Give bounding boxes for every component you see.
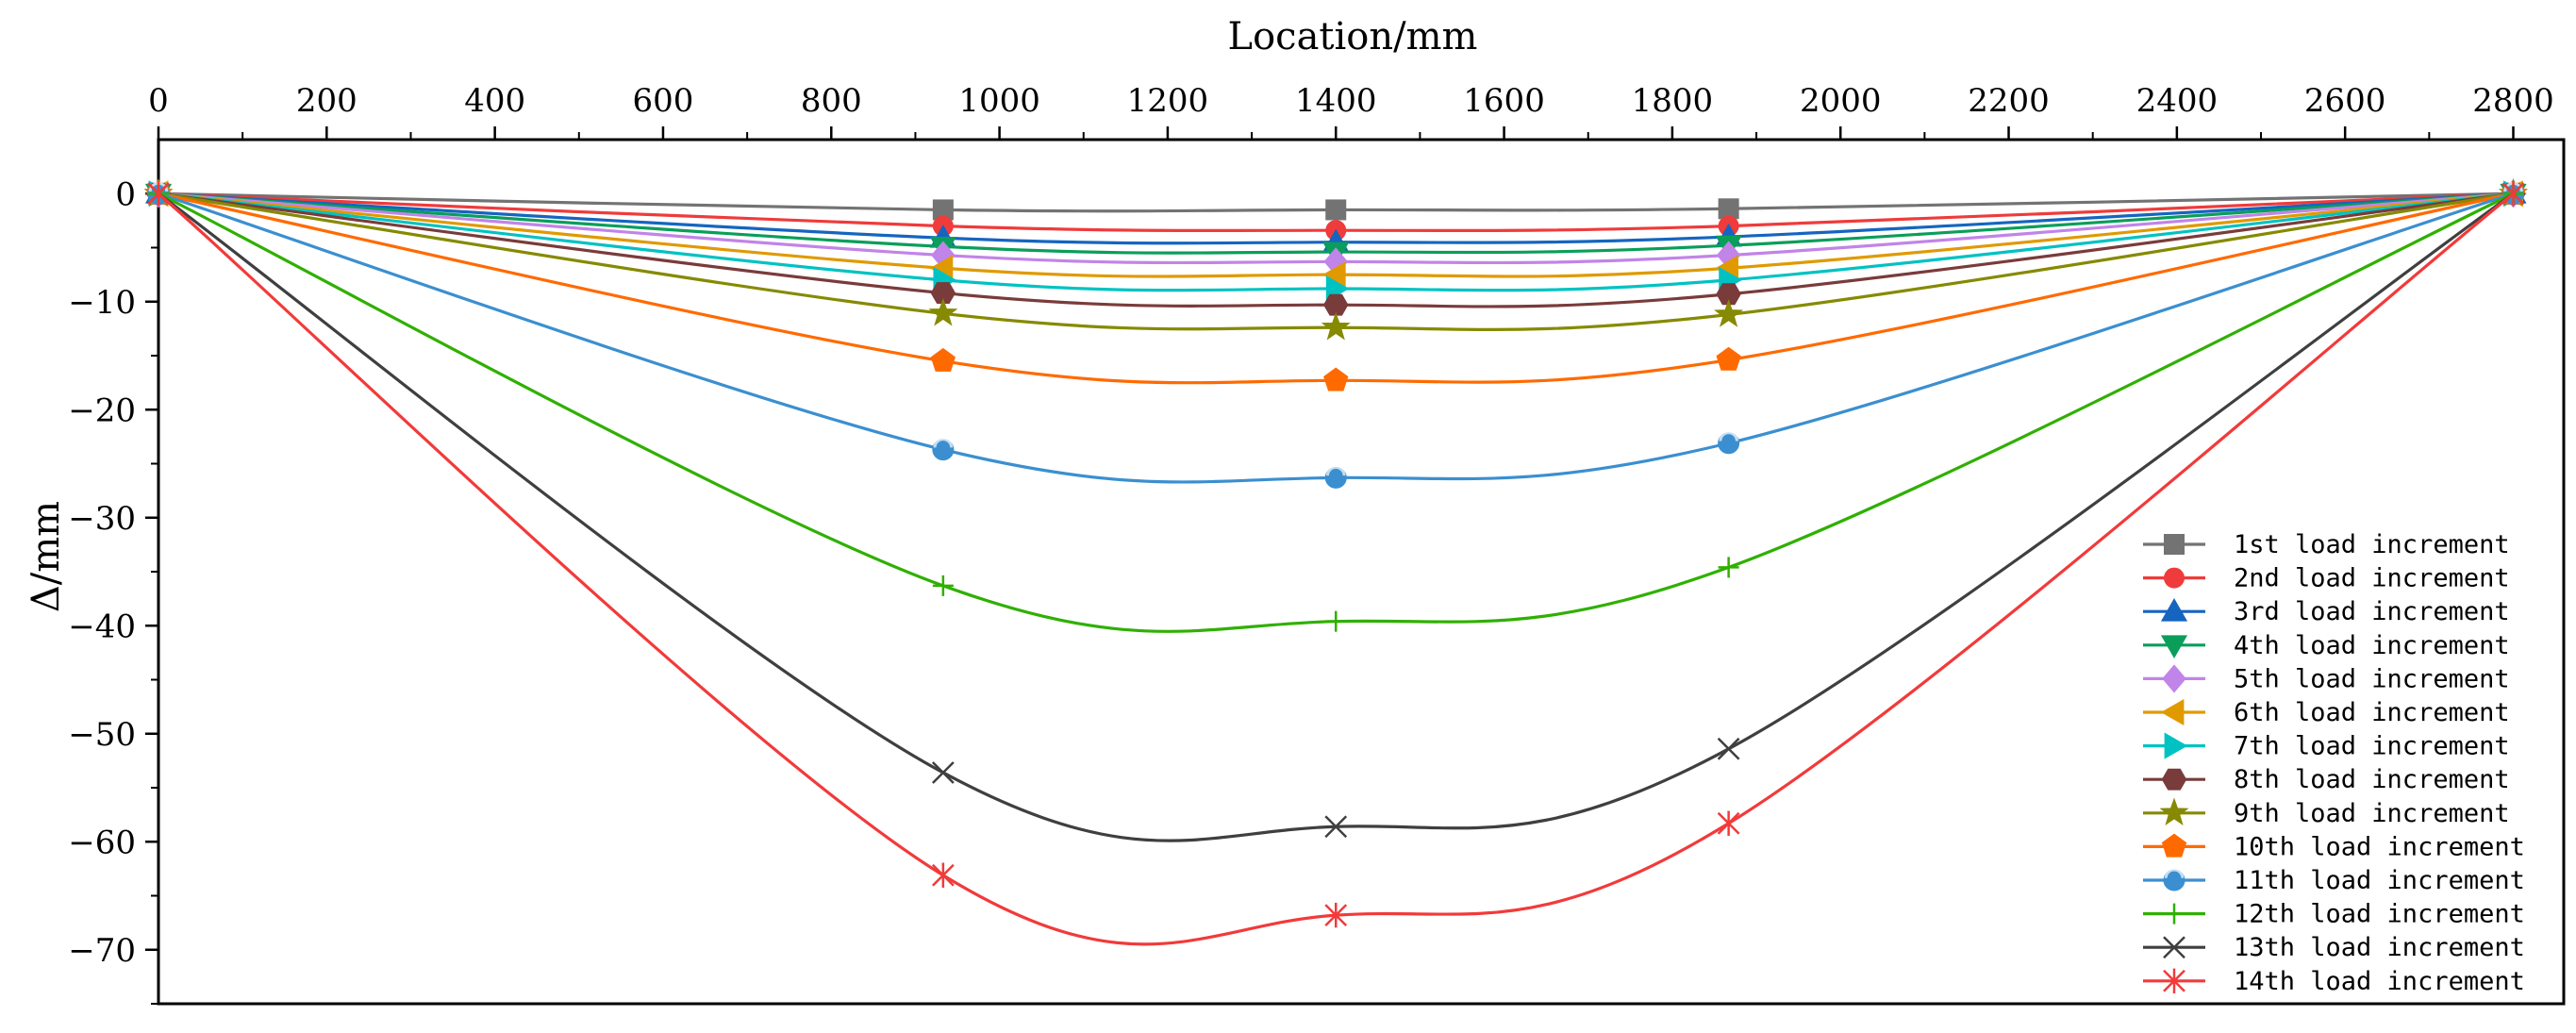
data-point [1718,431,1740,455]
legend-label: 7th load increment [2234,732,2510,761]
legend-marker [2161,768,2187,791]
data-point [1718,557,1739,578]
legend-item: 9th load increment [2143,797,2510,828]
data-point [932,199,954,221]
legend-item: 10th load increment [2143,832,2525,861]
legend-label: 8th load increment [2234,765,2510,794]
legend-label: 13th load increment [2234,933,2525,962]
data-point [930,282,956,305]
y-tick-label: −10 [68,284,136,322]
legend-marker [2163,968,2185,993]
legend-marker [2164,732,2188,759]
x-tick-label: 400 [464,82,525,120]
legend-item: 1st load increment [2143,530,2510,559]
data-point [1324,815,1348,839]
data-point [932,438,955,461]
x-tick-label: 2400 [2136,82,2219,120]
legend-label: 11th load increment [2234,866,2525,895]
legend-item: 5th load increment [2143,664,2510,693]
legend-item: 12th load increment [2143,900,2525,929]
data-point [1323,293,1349,316]
data-point [1325,199,1347,221]
legend-item: 8th load increment [2143,765,2510,794]
plot-area: 0 200 400 600 800 1000 1200 1400 1600 1800 2000 220… [68,82,2566,1006]
y-tick-label: 0 [115,175,136,213]
legend-label: 2nd load increment [2234,564,2510,593]
x-tick-label: 1400 [1295,82,1377,120]
data-point [1714,299,1744,327]
y-tick-label: −30 [68,500,136,538]
legend-item: 2nd load increment [2143,564,2510,593]
legend-item: 14th load increment [2143,967,2525,996]
plot-frame [157,138,2566,1006]
x-tick-label: 1000 [958,82,1040,120]
data-point [147,181,170,207]
data-point [1717,737,1740,760]
x-tick-label: 600 [633,82,694,120]
x-tick-label: 2800 [2472,82,2554,120]
data-point [1321,311,1351,341]
data-point [1716,283,1741,306]
x-tick-label: 1200 [1127,82,1209,120]
data-point [1718,198,1739,220]
legend-marker [2164,534,2185,555]
x-tick-label: 1600 [1463,82,1545,120]
x-tick-label: 200 [296,82,357,120]
data-point [930,347,956,372]
y-tick-label: −20 [68,392,136,429]
data-point [931,761,955,784]
x-tick-label: 800 [801,82,862,120]
x-tick-label: 0 [148,82,169,120]
y-tick-label: −40 [68,608,136,645]
legend-label: 5th load increment [2234,664,2510,693]
data-point [1323,367,1349,392]
legend-marker [2160,698,2185,726]
x-tick-label: 2600 [2304,82,2386,120]
legend-item: 3rd load increment [2143,597,2510,626]
legend-marker [2164,903,2185,925]
data-point [1324,465,1347,489]
legend-label: 4th load increment [2234,631,2510,660]
legend-marker [2160,635,2188,659]
legend-label: 10th load increment [2234,832,2525,861]
x-tick-label: 2000 [1800,82,1882,120]
legend-item: 4th load increment [2143,631,2510,660]
data-point [1324,902,1348,928]
y-tick-label: −70 [68,932,136,970]
y-tick-label: −60 [68,824,136,861]
legend-label: 1st load increment [2234,530,2510,559]
data-point [932,575,954,596]
legend: 1st load increment 2nd load increment 3rd … [2143,530,2525,996]
legend-item: 13th load increment [2143,933,2525,962]
data-point [2501,181,2525,207]
x-tick-label: 2200 [1968,82,2050,120]
legend-marker [2163,936,2185,959]
legend-item: 7th load increment [2143,732,2510,761]
y-axis-title: Δ/mm [25,501,68,612]
data-point [1325,610,1347,632]
legend-label: 12th load increment [2234,900,2525,929]
data-point [1716,346,1741,371]
legend-marker [2162,664,2186,693]
legend-marker [2163,868,2185,891]
x-axis-title: Location/mm [1228,15,1478,58]
y-tick-label: −50 [68,716,136,754]
legend-label: 3rd load increment [2234,597,2510,626]
legend-item: 11th load increment [2143,866,2525,895]
legend-label: 9th load increment [2234,799,2510,828]
x-tick-label: 1800 [1632,82,1714,120]
data-point [928,298,958,326]
legend-item: 6th load increment [2143,698,2510,727]
legend-marker [2164,567,2185,589]
data-point [931,862,955,888]
legend-marker [2161,833,2187,858]
legend-label: 6th load increment [2234,698,2510,727]
legend-marker [2159,797,2189,826]
data-point [1717,810,1740,836]
legend-label: 14th load increment [2234,967,2525,996]
legend-marker [2160,597,2188,622]
series-layer [143,177,2529,946]
